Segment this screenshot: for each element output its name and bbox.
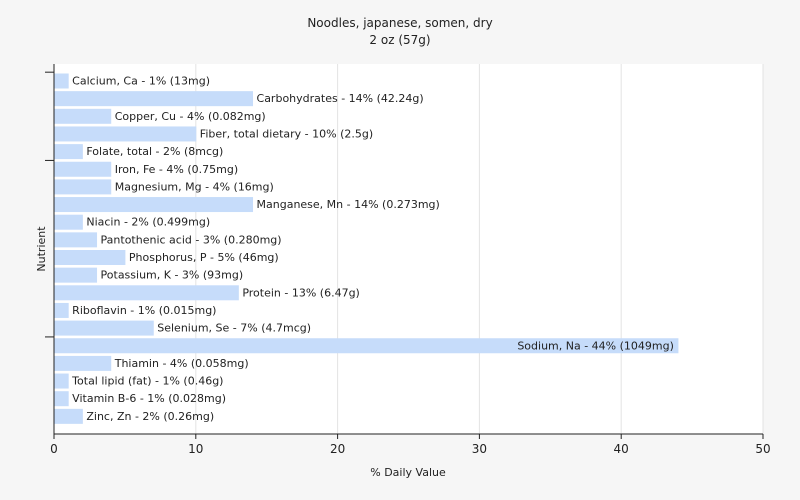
bar-label: Thiamin - 4% (0.058mg) bbox=[114, 357, 249, 370]
bar-label: Niacin - 2% (0.499mg) bbox=[86, 216, 210, 229]
bar-label: Phosphorus, P - 5% (46mg) bbox=[129, 251, 279, 264]
bar-label: Copper, Cu - 4% (0.082mg) bbox=[115, 110, 266, 123]
bar bbox=[54, 285, 239, 301]
bar bbox=[54, 338, 679, 354]
bar-label: Vitamin B-6 - 1% (0.028mg) bbox=[72, 392, 226, 405]
bar bbox=[54, 214, 83, 230]
bar bbox=[54, 179, 112, 195]
gridlines bbox=[195, 64, 764, 434]
bar-label: Sodium, Na - 44% (1049mg) bbox=[517, 339, 674, 352]
bar-label: Carbohydrates - 14% (42.24g) bbox=[257, 92, 424, 105]
bar-label: Total lipid (fat) - 1% (0.46g) bbox=[71, 375, 223, 388]
bar bbox=[54, 250, 126, 265]
axes: 0 10 20 30 40 50 bbox=[45, 64, 771, 456]
bar-label: Magnesium, Mg - 4% (16mg) bbox=[115, 180, 274, 193]
bar bbox=[54, 197, 254, 213]
bar bbox=[54, 320, 154, 336]
x-tick-label: 20 bbox=[330, 442, 345, 456]
x-axis-label: % Daily Value bbox=[370, 466, 446, 479]
bar bbox=[54, 126, 197, 142]
chart-title: Noodles, japanese, somen, dry bbox=[307, 16, 492, 30]
bar-label: Folate, total - 2% (8mcg) bbox=[86, 145, 223, 158]
bar bbox=[54, 144, 83, 160]
bar bbox=[54, 355, 112, 371]
bar-label: Calcium, Ca - 1% (13mg) bbox=[72, 75, 210, 88]
bar bbox=[54, 73, 69, 89]
bar bbox=[54, 391, 69, 407]
bar bbox=[54, 91, 254, 107]
bar bbox=[54, 302, 69, 318]
bar-label: Potassium, K - 3% (93mg) bbox=[101, 269, 244, 282]
bar-label: Manganese, Mn - 14% (0.273mg) bbox=[257, 198, 440, 211]
bar-labels: Calcium, Ca - 1% (13mg) Carbohydrates - 1… bbox=[71, 75, 674, 423]
chart-subtitle: 2 oz (57g) bbox=[369, 33, 430, 47]
x-tick-label: 30 bbox=[472, 442, 487, 456]
bar bbox=[54, 267, 98, 283]
plot-area bbox=[54, 64, 763, 434]
bar-label: Iron, Fe - 4% (0.75mg) bbox=[115, 163, 238, 176]
bar bbox=[54, 373, 69, 389]
bar bbox=[54, 408, 83, 424]
bar bbox=[54, 232, 98, 248]
bar-label: Selenium, Se - 7% (4.7mcg) bbox=[157, 322, 311, 335]
bar-label: Fiber, total dietary - 10% (2.5g) bbox=[200, 127, 373, 140]
bar bbox=[54, 161, 112, 177]
x-tick-label: 50 bbox=[755, 442, 770, 456]
bar-label: Zinc, Zn - 2% (0.26mg) bbox=[86, 410, 214, 423]
bar bbox=[54, 108, 112, 124]
x-tick-label: 0 bbox=[50, 442, 58, 456]
x-tick-label: 40 bbox=[614, 442, 629, 456]
bars bbox=[54, 73, 679, 424]
bar-label: Riboflavin - 1% (0.015mg) bbox=[72, 304, 216, 317]
x-tick-label: 10 bbox=[188, 442, 203, 456]
bar-label: Protein - 13% (6.47g) bbox=[242, 286, 360, 299]
bar-label: Pantothenic acid - 3% (0.280mg) bbox=[101, 233, 282, 246]
y-axis-label: Nutrient bbox=[35, 226, 48, 272]
